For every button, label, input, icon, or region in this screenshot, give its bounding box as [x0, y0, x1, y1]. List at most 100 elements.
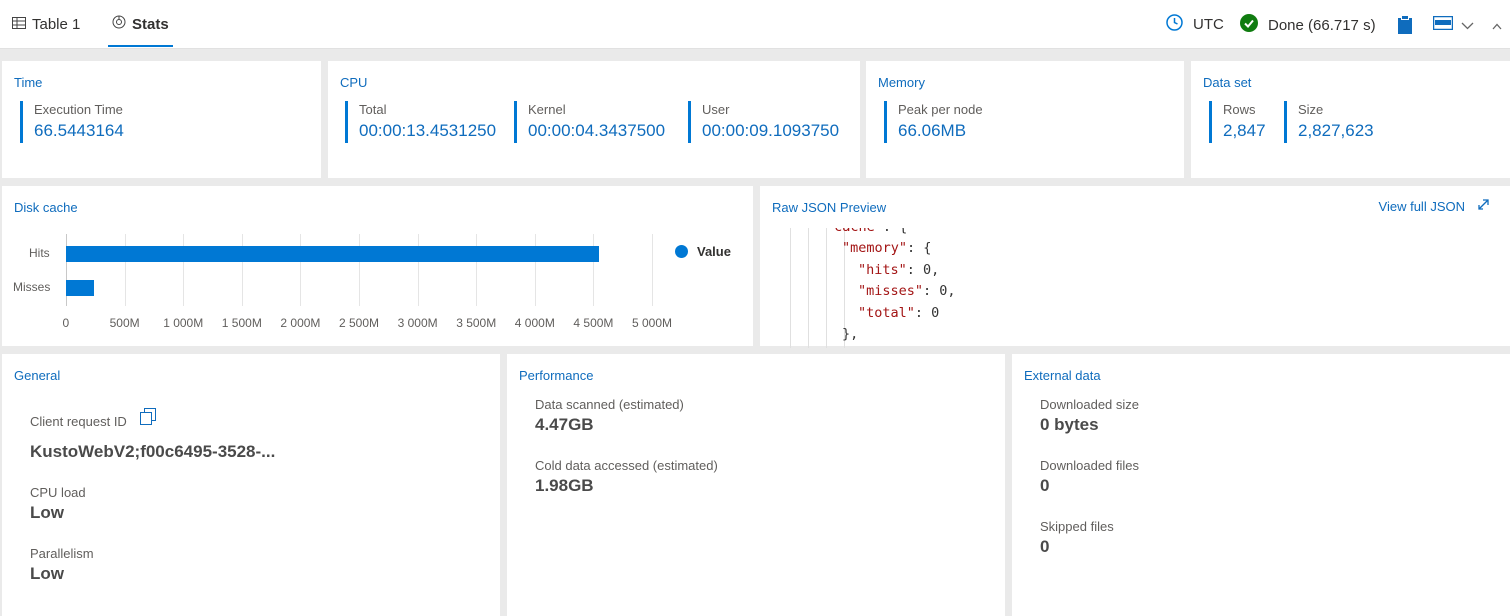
- x-tick-label: 0: [62, 316, 70, 330]
- panel-title: Memory: [878, 75, 925, 90]
- indent-guide: [808, 228, 809, 348]
- copy-icon[interactable]: [140, 408, 156, 430]
- data-scanned-label: Data scanned (estimated): [535, 397, 684, 412]
- json-preview-panel: Raw JSON Preview View full JSON "cache":…: [760, 186, 1510, 348]
- bar-misses[interactable]: [66, 280, 95, 296]
- metric-label: Kernel: [528, 102, 566, 117]
- metric-label: Rows: [1223, 102, 1256, 117]
- parallelism-value: Low: [30, 564, 64, 583]
- view-full-json-link[interactable]: View full JSON: [1379, 198, 1490, 214]
- skipped-files-label: Skipped files: [1040, 519, 1114, 534]
- chevron-up-icon: [1492, 17, 1502, 34]
- downloaded-size-label: Downloaded size: [1040, 397, 1140, 412]
- layout-icon: [1432, 15, 1454, 34]
- y-category-label: Hits: [29, 246, 50, 260]
- general-panel: General Client request ID KustoWebV2;f00…: [2, 354, 500, 616]
- metric-label: Execution Time: [34, 102, 123, 117]
- clock-icon: [1166, 14, 1183, 35]
- gridline: [300, 234, 302, 306]
- peak-memory-metric: Peak per node 66.06MB: [884, 101, 983, 143]
- gridline: [183, 234, 185, 306]
- client-request-value: KustoWebV2;f00c6495-3528-...: [30, 442, 276, 461]
- cold-data-label: Cold data accessed (estimated): [535, 458, 718, 473]
- downloaded-files-value: 0: [1040, 476, 1050, 495]
- panel-title: Time: [14, 75, 43, 90]
- downloaded-size-value: 0 bytes: [1040, 415, 1099, 434]
- json-code-view[interactable]: "cache": { "memory": { "hits": 0, "misse…: [760, 228, 1510, 348]
- metric-value: 2,827,623: [1298, 121, 1374, 140]
- cpu-panel: CPU Total 00:00:13.4531250 Kernel 00:00:…: [328, 61, 860, 178]
- timezone-button[interactable]: UTC: [1166, 14, 1224, 35]
- x-tick-label: 4 500M: [573, 316, 614, 330]
- gridline: [359, 234, 360, 306]
- tab-stats[interactable]: Stats: [108, 0, 173, 48]
- panel-title: Raw JSON Preview: [772, 200, 887, 215]
- memory-panel: Memory Peak per node 66.06MB: [866, 61, 1184, 178]
- gridline: [417, 234, 419, 306]
- downloaded-files-label: Downloaded files: [1040, 458, 1140, 473]
- cpu-user-metric: User 00:00:09.1093750: [688, 101, 839, 143]
- gridline: [124, 234, 126, 306]
- x-tick-label: 1 500M: [221, 316, 262, 330]
- panel-title: External data: [1024, 368, 1101, 383]
- external-data-panel: External data Downloaded size 0 bytes Do…: [1012, 354, 1510, 616]
- json-line: "cache": {: [826, 228, 907, 237]
- gridline: [652, 234, 653, 306]
- performance-panel: Performance Data scanned (estimated) 4.4…: [507, 354, 1005, 616]
- metric-value: 66.5443164: [34, 121, 124, 140]
- panel-title: Performance: [519, 368, 594, 383]
- panel-title: CPU: [340, 75, 368, 90]
- legend-marker: [675, 245, 688, 258]
- cpu-kernel-metric: Kernel 00:00:04.3437500: [514, 101, 665, 143]
- cpu-load-label: CPU load: [30, 485, 86, 500]
- dataset-panel: Data set Rows 2,847 Size 2,827,623: [1191, 61, 1510, 178]
- x-tick-label: 500M: [109, 316, 140, 330]
- client-request-label: Client request ID: [30, 414, 127, 429]
- metric-value: 00:00:04.3437500: [528, 121, 666, 140]
- x-tick-label: 3 500M: [456, 316, 497, 330]
- clipboard-button[interactable]: [1397, 15, 1413, 38]
- indent-guide: [844, 228, 845, 348]
- bar-hits[interactable]: [66, 246, 600, 262]
- cold-data-value: 1.98GB: [535, 476, 594, 495]
- chevron-down-icon: [1461, 17, 1474, 34]
- layout-dropdown[interactable]: [1432, 15, 1474, 34]
- metric-value: 00:00:09.1093750: [702, 121, 840, 140]
- panel-title: General: [14, 368, 61, 383]
- tab-label: Stats: [132, 15, 169, 33]
- metric-label: User: [702, 102, 730, 117]
- metric-label: Total: [359, 102, 387, 117]
- clipboard-icon: [1397, 15, 1413, 38]
- gridline: [593, 234, 595, 306]
- gridline: [241, 234, 243, 306]
- x-tick-label: 2 000M: [280, 316, 321, 330]
- disk-cache-panel: Disk cache 0 500M 1 000M 1 500M 2 000M 2 500M…: [2, 186, 753, 346]
- view-full-json-label: View full JSON: [1378, 198, 1465, 214]
- expand-icon: [1477, 198, 1490, 214]
- json-line: "hits": 0,: [858, 262, 940, 278]
- metric-value: 2,847: [1223, 121, 1266, 140]
- x-tick-label: 3 000M: [397, 316, 438, 330]
- collapse-button[interactable]: [1492, 17, 1502, 34]
- time-panel: Time Execution Time 66.5443164: [2, 61, 321, 178]
- x-tick-label: 4 000M: [514, 316, 555, 330]
- execution-time-metric: Execution Time 66.5443164: [20, 101, 124, 143]
- indent-guide: [790, 228, 791, 348]
- tab-table-1[interactable]: Table 1: [12, 0, 80, 48]
- metric-label: Size: [1298, 102, 1324, 117]
- gridline: [534, 234, 536, 306]
- table-icon: [12, 16, 26, 33]
- parallelism-label: Parallelism: [30, 546, 94, 561]
- x-tick-label: 1 000M: [163, 316, 204, 330]
- y-category-label: Misses: [13, 280, 51, 294]
- timezone-label: UTC: [1193, 16, 1224, 33]
- chart-legend: Value: [675, 244, 731, 259]
- gridline: [476, 234, 478, 306]
- panel-title: Data set: [1203, 75, 1252, 90]
- status-text: Done (66.717 s): [1268, 16, 1376, 34]
- tab-label: Table 1: [32, 15, 81, 33]
- top-bar: Table 1 Stats UTC Done (66.717 s): [0, 0, 1510, 49]
- metric-label: Peak per node: [898, 102, 983, 117]
- json-line: "misses": 0,: [858, 283, 956, 299]
- legend-label: Value: [697, 244, 731, 259]
